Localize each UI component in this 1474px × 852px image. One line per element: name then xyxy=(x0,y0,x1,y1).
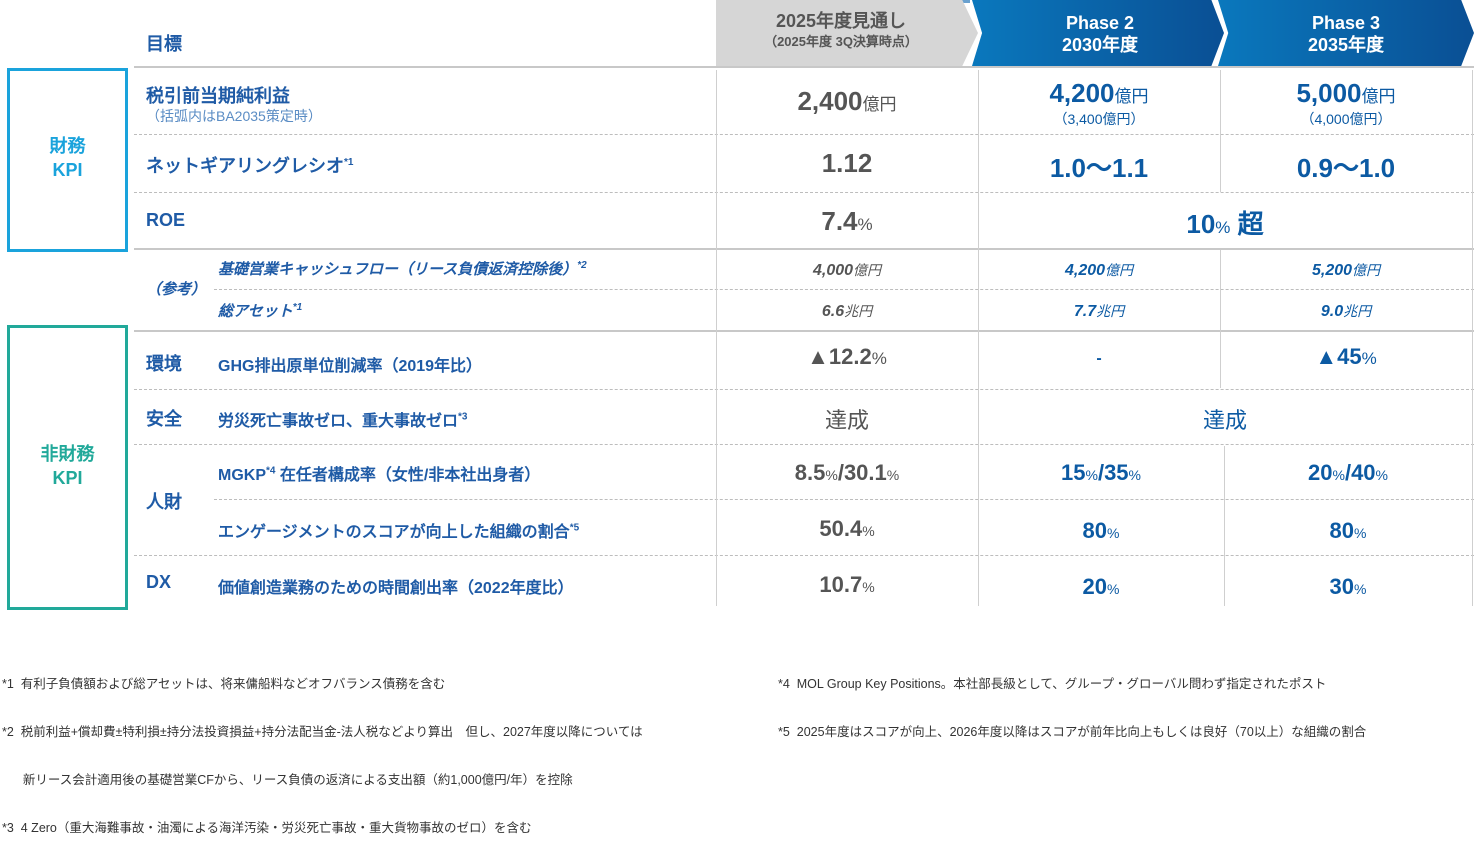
nonfinancial-kpi-box xyxy=(7,325,128,610)
pretax-phase3: 5,000億円 （4,000億円） xyxy=(1296,78,1396,127)
total-assets-forecast: 6.6兆円 xyxy=(821,303,873,320)
phase3-header xyxy=(1218,0,1474,66)
phase2-header-title: Phase 2 xyxy=(1065,13,1135,33)
footnote-2-cont: 新リース会計適用後の基礎営業CFから、リース負債の返済による支出額（約1,000… xyxy=(2,773,573,787)
footnote-2: *2 税前利益+償却費±特利損±持分法投資損益+持分法配当金-法人税などより算出… xyxy=(2,725,643,739)
category-environment: 環境 xyxy=(146,354,182,374)
row-label-mgkp: MGKP*4 在任者構成率（女性/非本社出身者） xyxy=(218,465,541,484)
row-label-zero-accidents: 労災死亡事故ゼロ、重大事故ゼロ*3 xyxy=(218,411,468,430)
footnote-3: *3 4 Zero（重大海難事故・油濁による海洋汚染・労災死亡事故・重大貨物事故… xyxy=(2,821,532,835)
operating-cf-forecast: 4,000億円 xyxy=(812,262,882,279)
phase3-header-title: Phase 3 xyxy=(1311,13,1381,33)
dx-forecast: 10.7% xyxy=(819,572,875,597)
mgkp-forecast: 8.5%/30.1% xyxy=(794,460,900,485)
forecast-header-title: 2025年度見通し xyxy=(775,11,907,31)
net-gearing-phase3: 0.9〜1.0 xyxy=(1296,153,1396,183)
footnotes-right: *4 MOL Group Key Positions。本社部長級として、グループ… xyxy=(778,644,1366,756)
row-label-pretax-profit: 税引前当期純利益 xyxy=(146,86,290,106)
phase2-header xyxy=(972,0,1224,66)
total-assets-phase3: 9.0兆円 xyxy=(1320,303,1372,320)
pretax-phase2: 4,200億円 （3,400億円） xyxy=(1049,78,1149,127)
safety-forecast: 達成 xyxy=(824,408,869,433)
net-gearing-phase2: 1.0〜1.1 xyxy=(1049,153,1149,183)
nonfinancial-kpi-label-2: KPI xyxy=(52,468,83,488)
mgkp-phase3: 20%/40% xyxy=(1308,460,1388,485)
forecast-header-sub: （2025年度 3Q決算時点） xyxy=(764,34,918,49)
ghg-phase3: ▲45% xyxy=(1315,344,1377,369)
row-label-net-gearing: ネットギアリングレシオ*1 xyxy=(146,156,354,176)
engagement-forecast: 50.4% xyxy=(819,516,875,541)
row-label-ghg: GHG排出原単位削減率（2019年比） xyxy=(218,358,483,375)
row-label-roe: ROE xyxy=(146,210,186,230)
financial-kpi-label-1: 財務 xyxy=(49,136,86,156)
footnote-4: *4 MOL Group Key Positions。本社部長級として、グループ… xyxy=(778,677,1327,691)
footnote-1: *1 有利子負債額および総アセットは、将来傭船料などオフバランス債務を含む xyxy=(2,677,446,691)
safety-phase23: 達成 xyxy=(1202,408,1247,433)
nonfinancial-kpi-label-1: 非財務 xyxy=(40,444,95,464)
row-label-operating-cf: 基礎営業キャッシュフロー（リース負債返済控除後）*2 xyxy=(218,260,587,278)
row-label-engagement: エンゲージメントのスコアが向上した組織の割合*5 xyxy=(218,522,580,541)
roe-phase23: 10% 超 xyxy=(1186,209,1264,239)
ghg-phase2: - xyxy=(1096,350,1102,367)
engagement-phase3: 80% xyxy=(1329,518,1367,543)
ghg-forecast: ▲12.2% xyxy=(807,344,887,369)
reference-label: （参考） xyxy=(146,281,207,298)
category-safety: 安全 xyxy=(146,409,182,429)
footnote-5: *5 2025年度はスコアが向上、2026年度以降はスコアが前年比向上もしくは良… xyxy=(778,725,1367,739)
operating-cf-phase2: 4,200億円 xyxy=(1064,262,1134,279)
pretax-forecast: 2,400億円 xyxy=(797,86,897,116)
row-label-time-creation: 価値創造業務のための時間創出率（2022年度比） xyxy=(218,580,574,597)
category-dx: DX xyxy=(146,572,172,592)
total-assets-phase2: 7.7兆円 xyxy=(1073,303,1125,320)
phase2-header-year: 2030年度 xyxy=(1061,35,1139,55)
dx-phase3: 30% xyxy=(1329,574,1367,599)
roe-forecast: 7.4% xyxy=(821,206,873,236)
row-label-total-assets: 総アセット*1 xyxy=(218,302,303,320)
financial-kpi-label-2: KPI xyxy=(52,160,83,180)
financial-kpi-box xyxy=(7,68,128,252)
footnotes-left: *1 有利子負債額および総アセットは、将来傭船料などオフバランス債務を含む *2… xyxy=(2,644,643,852)
engagement-phase2: 80% xyxy=(1082,518,1120,543)
dx-phase2: 20% xyxy=(1082,574,1120,599)
mgkp-phase2: 15%/35% xyxy=(1061,460,1141,485)
forecast-header xyxy=(716,0,978,66)
target-header: 目標 xyxy=(146,34,182,54)
phase3-header-year: 2035年度 xyxy=(1307,35,1385,55)
net-gearing-forecast: 1.12 xyxy=(821,148,873,178)
operating-cf-phase3: 5,200億円 xyxy=(1311,262,1381,279)
row-sublabel-pretax-profit: （括弧内はBA2035策定時） xyxy=(146,108,322,124)
category-human-capital: 人財 xyxy=(146,492,182,512)
